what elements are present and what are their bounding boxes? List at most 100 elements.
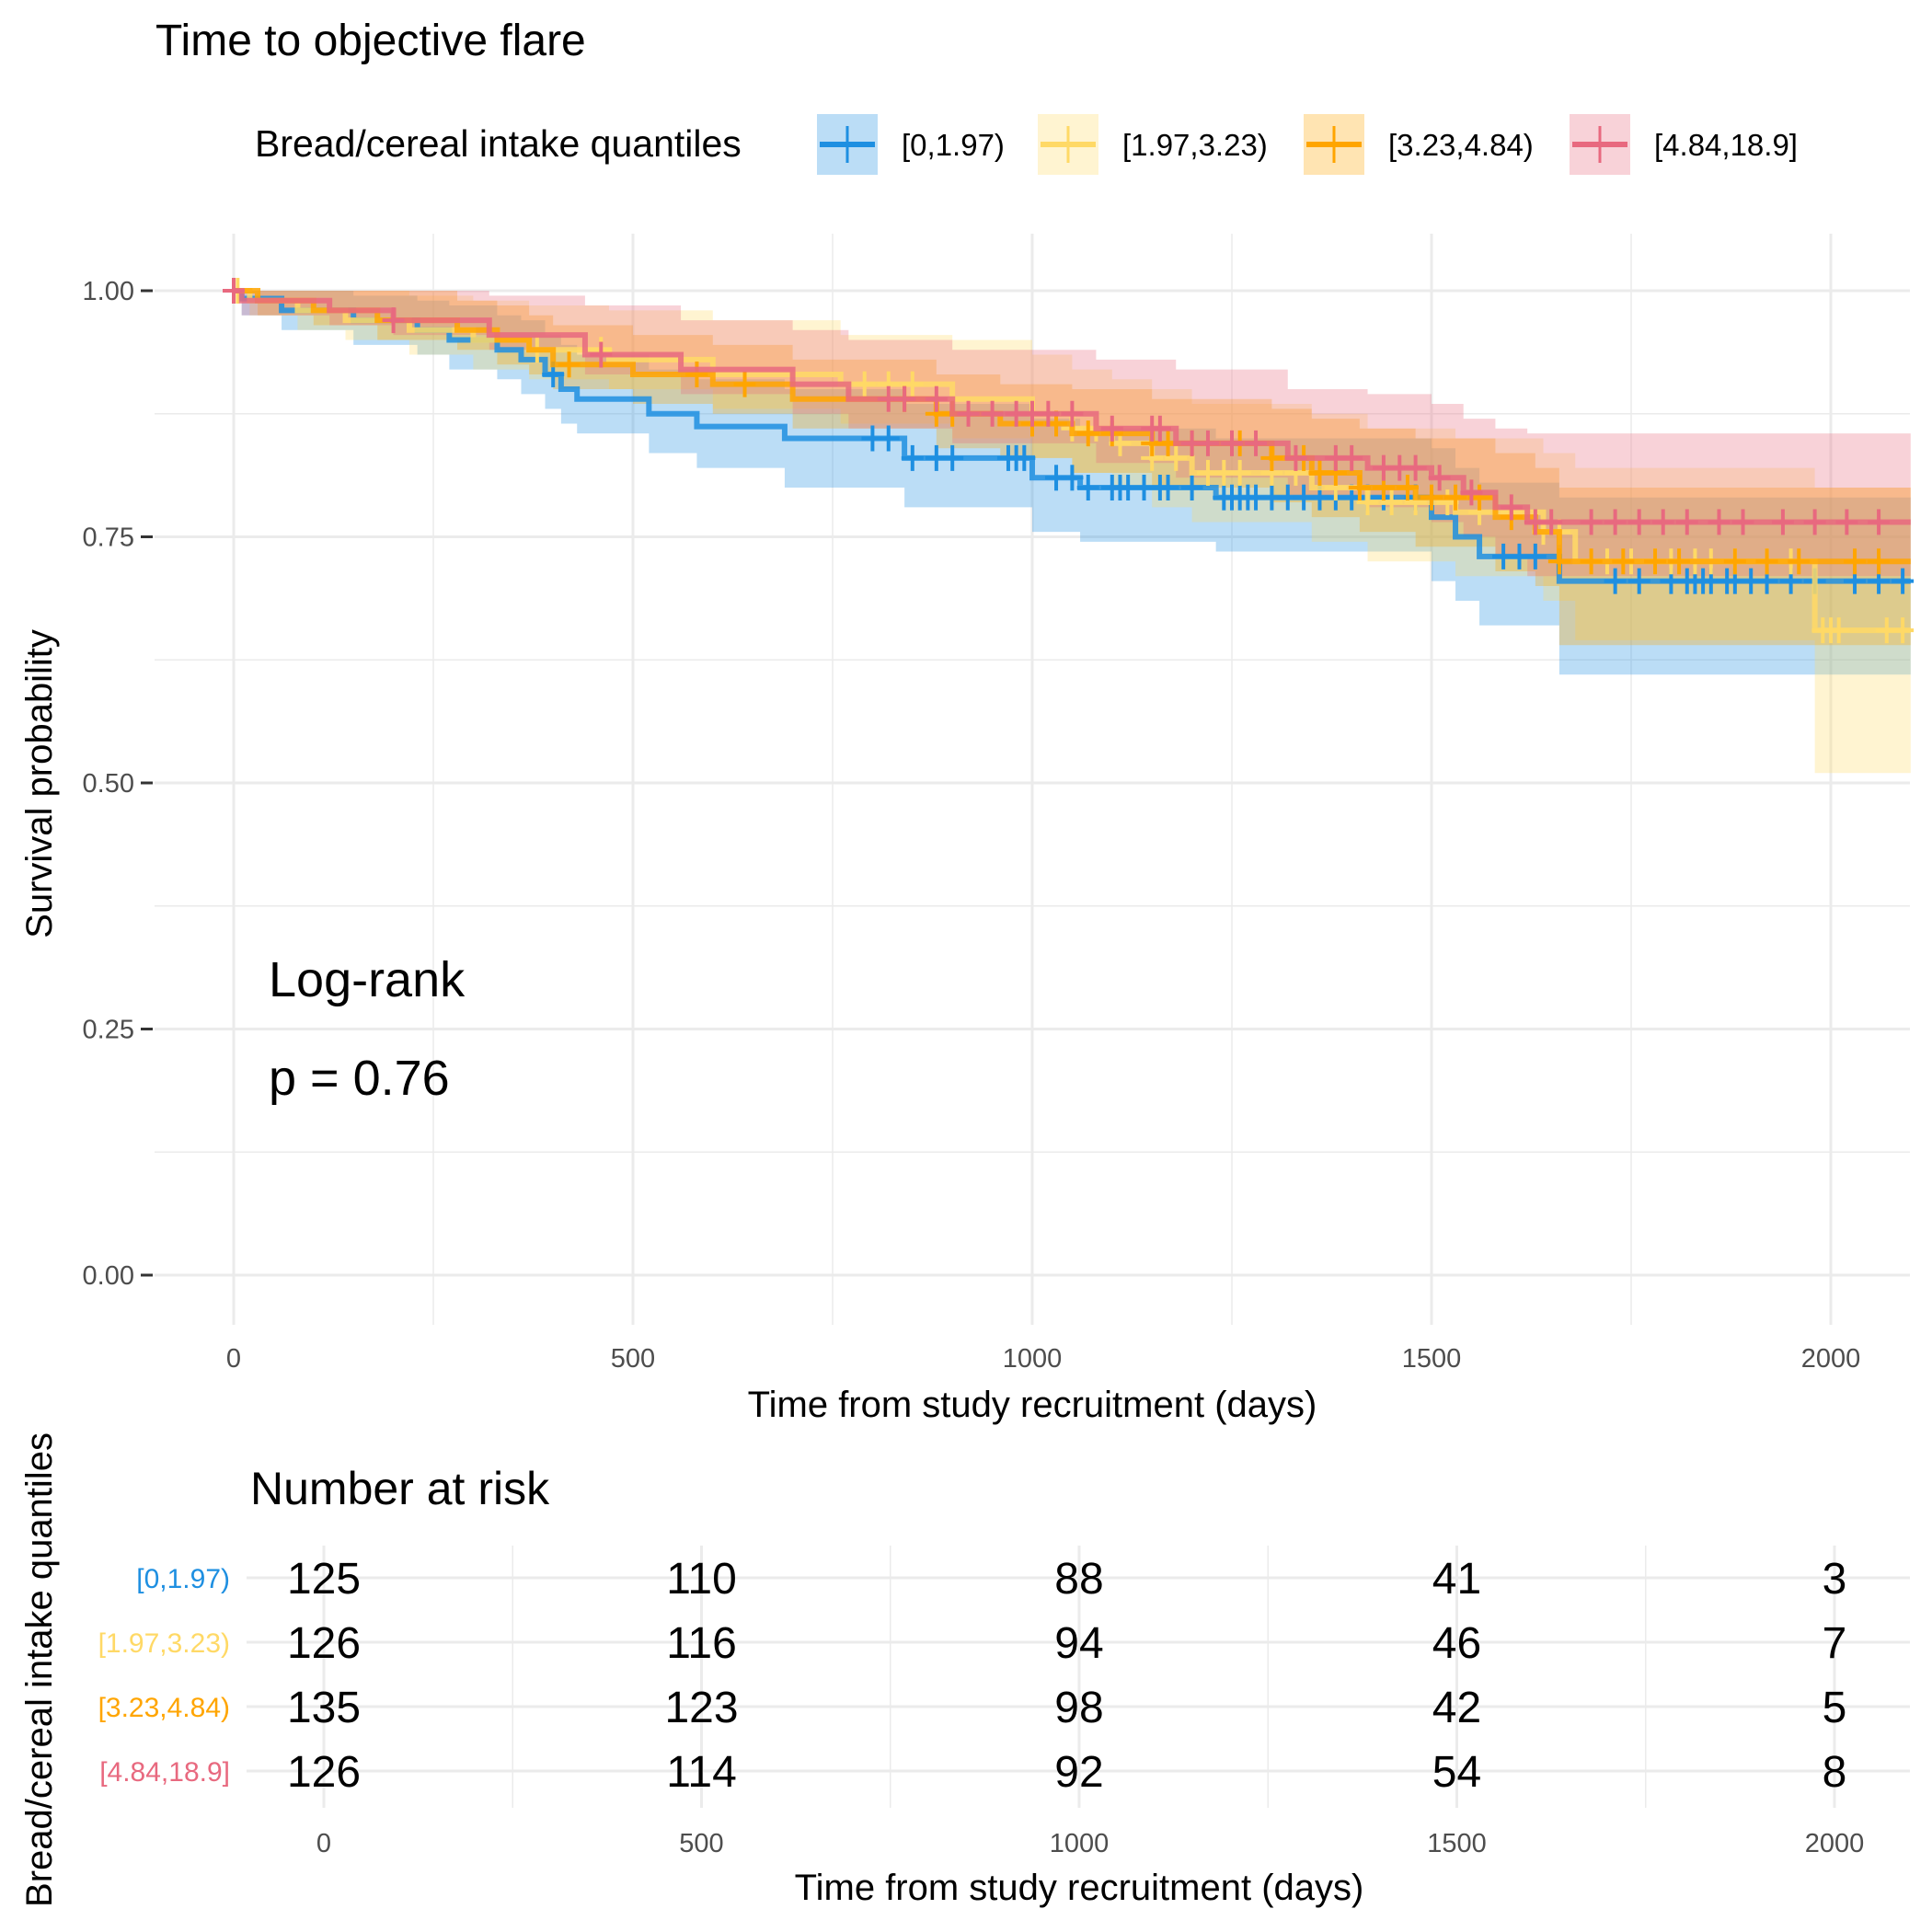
censor-mark bbox=[1180, 475, 1203, 500]
risk-x-tick-label: 2000 bbox=[1805, 1829, 1865, 1858]
risk-count: 135 bbox=[287, 1684, 361, 1732]
risk-count: 126 bbox=[287, 1619, 361, 1668]
risk-x-tick-label: 1500 bbox=[1427, 1829, 1487, 1858]
censor-mark bbox=[1037, 400, 1060, 427]
y-axis-label: Survival probability bbox=[19, 629, 60, 938]
censor-mark bbox=[1428, 465, 1451, 491]
censor-mark bbox=[901, 371, 924, 397]
censor-mark bbox=[1100, 415, 1123, 442]
y-tick-label: 0.00 bbox=[83, 1261, 134, 1291]
censor-mark bbox=[1827, 617, 1850, 644]
y-tick-label: 1.00 bbox=[83, 277, 134, 306]
censor-mark bbox=[901, 444, 924, 471]
risk-count: 41 bbox=[1432, 1555, 1481, 1604]
censor-mark bbox=[1731, 509, 1754, 535]
censor-mark bbox=[1844, 548, 1867, 575]
censor-mark bbox=[685, 361, 708, 387]
censor-mark bbox=[1668, 548, 1691, 575]
risk-count: 116 bbox=[666, 1619, 737, 1668]
censor-mark bbox=[1627, 509, 1650, 535]
risk-table-title: Number at risk bbox=[250, 1463, 550, 1514]
censor-mark bbox=[1260, 444, 1283, 471]
plot-area: 0.00 0.25 0.50 0.75 1.00 0 500 1000 1500 2000 bbox=[83, 234, 1915, 1374]
censor-mark bbox=[1788, 548, 1811, 575]
risk-x-tick-label: 500 bbox=[679, 1829, 723, 1858]
censor-mark bbox=[1284, 444, 1307, 471]
censor-mark bbox=[853, 371, 876, 397]
legend-label: [4.84,18.9] bbox=[1654, 128, 1798, 162]
logrank-label: Log-rank bbox=[269, 952, 466, 1007]
legend-label: [0,1.97) bbox=[902, 128, 1005, 162]
censor-mark bbox=[1156, 475, 1179, 500]
censor-mark bbox=[1356, 489, 1379, 516]
p-value-label: p = 0.76 bbox=[269, 1051, 450, 1106]
censor-mark bbox=[1076, 420, 1099, 447]
x-tick-label: 1000 bbox=[1003, 1344, 1063, 1374]
risk-count: 94 bbox=[1054, 1619, 1103, 1668]
chart-title: Time to objective flare bbox=[155, 17, 586, 65]
censor-mark bbox=[223, 278, 245, 304]
censor-mark bbox=[941, 444, 964, 471]
censor-mark bbox=[1396, 475, 1419, 500]
censor-mark bbox=[1165, 444, 1188, 471]
risk-table: [0,1.97) 125 110 88 41 3 [1.97,3.23) 126 116 94 46… bbox=[98, 1546, 1910, 1858]
censor-mark bbox=[1013, 444, 1036, 471]
censor-mark bbox=[1547, 548, 1570, 575]
censor-mark bbox=[957, 400, 980, 427]
censor-mark bbox=[1604, 509, 1627, 535]
risk-count: 114 bbox=[666, 1748, 737, 1797]
y-tick-label: 0.75 bbox=[83, 523, 134, 553]
legend-item: [1.97,3.23) bbox=[1038, 114, 1268, 175]
risk-row-label: [1.97,3.23) bbox=[98, 1628, 230, 1659]
risk-count: 42 bbox=[1432, 1684, 1481, 1732]
censor-mark bbox=[1755, 548, 1778, 575]
risk-count: 110 bbox=[666, 1555, 737, 1604]
censor-mark bbox=[1228, 459, 1251, 486]
risk-count: 3 bbox=[1823, 1555, 1847, 1604]
censor-mark bbox=[1868, 509, 1891, 535]
censor-mark bbox=[1892, 617, 1915, 644]
legend: Bread/cereal intake quantiles [0,1.97) [1… bbox=[255, 114, 1798, 175]
risk-x-tick-label: 1000 bbox=[1050, 1829, 1110, 1858]
legend-label: [1.97,3.23) bbox=[1122, 128, 1268, 162]
x-axis-label: Time from study recruitment (days) bbox=[748, 1385, 1317, 1425]
risk-table-y-label: Bread/cereal intake quantiles bbox=[19, 1432, 60, 1907]
legend-item: [4.84,18.9] bbox=[1570, 114, 1798, 175]
censor-mark bbox=[1076, 475, 1099, 500]
censor-mark bbox=[1340, 444, 1363, 471]
x-tick-label: 2000 bbox=[1801, 1344, 1861, 1374]
censor-mark bbox=[1708, 509, 1731, 535]
censor-mark bbox=[382, 307, 405, 334]
censor-mark bbox=[1604, 568, 1627, 594]
censor-mark bbox=[1061, 465, 1084, 491]
censor-mark bbox=[1380, 489, 1403, 516]
risk-count: 7 bbox=[1823, 1619, 1847, 1668]
censor-mark bbox=[1444, 484, 1467, 511]
censor-mark bbox=[733, 371, 756, 397]
legend-title: Bread/cereal intake quantiles bbox=[255, 122, 742, 165]
censor-mark bbox=[558, 351, 581, 378]
censor-mark bbox=[1675, 509, 1698, 535]
risk-count: 92 bbox=[1054, 1748, 1103, 1797]
risk-table-x-label: Time from study recruitment (days) bbox=[795, 1868, 1364, 1908]
censor-mark bbox=[1404, 454, 1427, 481]
risk-row-label: [4.84,18.9] bbox=[99, 1757, 230, 1788]
risk-count: 8 bbox=[1823, 1748, 1847, 1797]
x-tick-label: 500 bbox=[611, 1344, 655, 1374]
censor-mark bbox=[1612, 548, 1635, 575]
risk-count: 123 bbox=[664, 1684, 738, 1732]
censor-mark bbox=[925, 385, 948, 412]
risk-count: 125 bbox=[287, 1555, 361, 1604]
censor-mark bbox=[1892, 568, 1915, 594]
censor-mark bbox=[893, 385, 916, 412]
censor-mark bbox=[1580, 548, 1603, 575]
censor-mark bbox=[1524, 543, 1547, 569]
risk-x-tick-label: 0 bbox=[316, 1829, 331, 1858]
legend-label: [3.23,4.84) bbox=[1388, 128, 1534, 162]
censor-mark bbox=[1540, 509, 1563, 535]
risk-count: 5 bbox=[1823, 1684, 1847, 1732]
censor-mark bbox=[1723, 548, 1746, 575]
risk-count: 54 bbox=[1432, 1748, 1481, 1797]
censor-mark bbox=[1627, 568, 1650, 594]
